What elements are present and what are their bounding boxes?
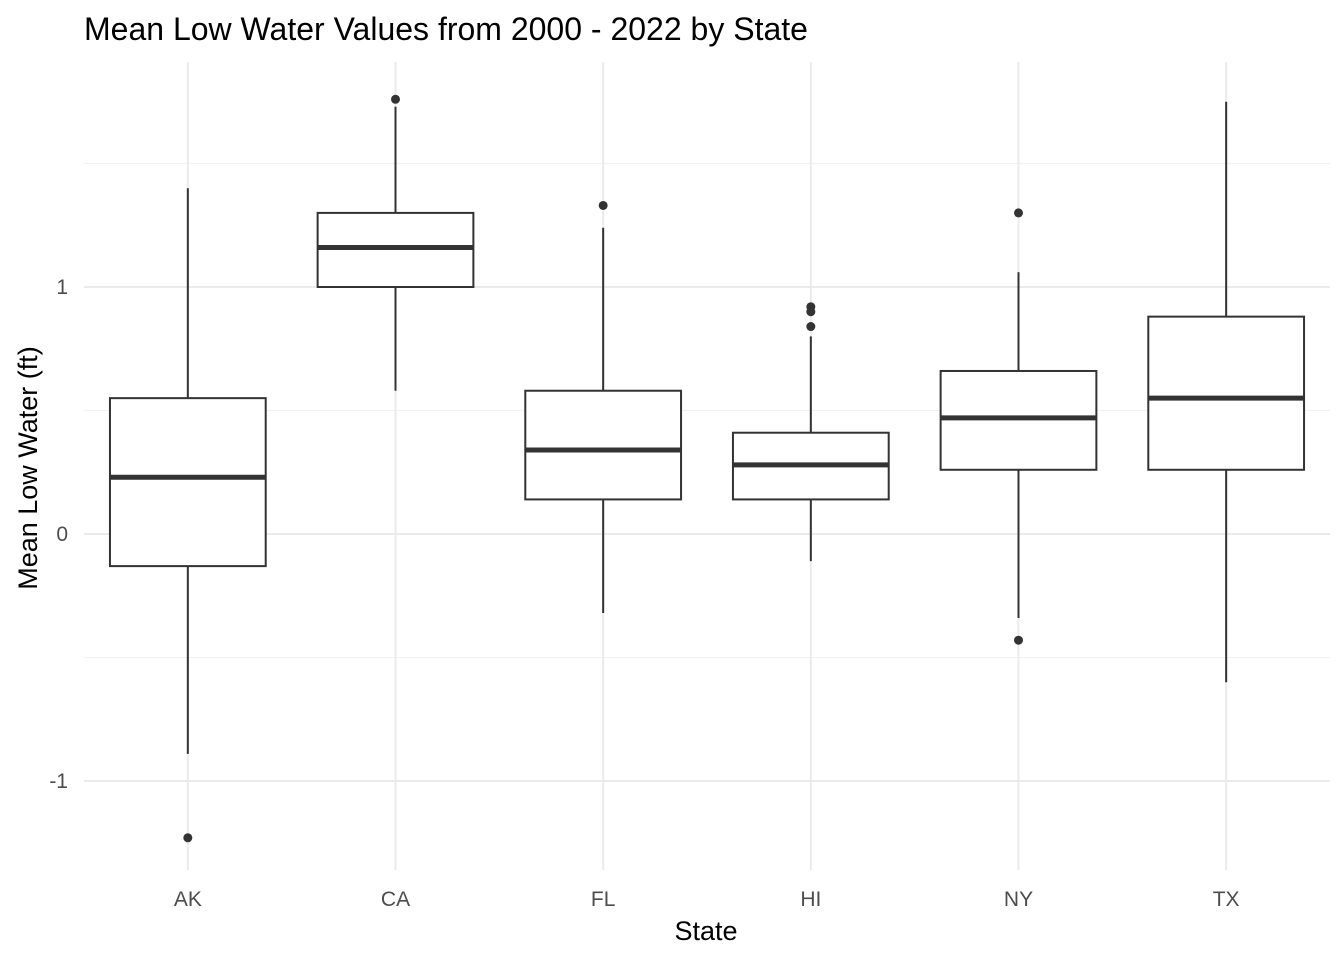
y-tick-label: 0 [56,523,68,546]
x-tick-label: FL [591,888,616,911]
iqr-box [1147,315,1306,471]
grid-lines [84,62,1330,870]
box-group-ny [939,208,1098,645]
box-group-ca [316,94,475,391]
box-group-fl [524,200,683,614]
chart-title: Mean Low Water Values from 2000 - 2022 b… [84,11,808,47]
x-tick-label: AK [174,888,202,911]
y-tick-label: 1 [56,276,68,299]
boxes-layer [108,94,1306,843]
outlier-point [1014,635,1023,645]
box-group-tx [1147,101,1306,683]
iqr-box [524,389,683,501]
outlier-point [391,94,400,104]
x-tick-label: HI [800,888,821,911]
y-axis-title: Mean Low Water (ft) [13,346,43,590]
iqr-box [108,397,267,568]
y-tick-label: -1 [49,770,68,793]
outlier-point [183,833,193,843]
x-tick-label: TX [1213,888,1240,911]
box-group-hi [731,302,890,562]
box-group-ak [108,188,267,843]
outlier-point [598,200,608,210]
x-tick-label: CA [381,888,410,911]
outlier-point [1014,208,1023,218]
x-tick-label: NY [1004,888,1033,911]
tick-labels: -1 0 1 AK CA FL HI NY TX [49,276,1239,911]
outlier-point [806,322,816,332]
x-axis-title: State [674,916,737,946]
outlier-point [806,302,816,312]
